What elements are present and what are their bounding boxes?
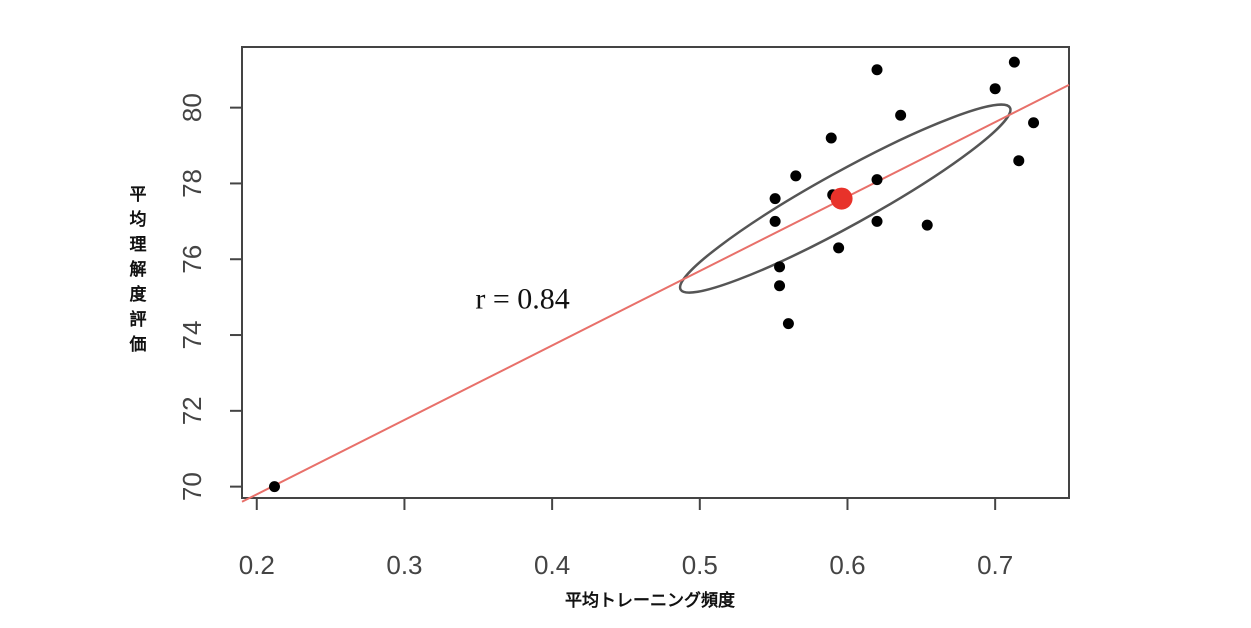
data-point bbox=[782, 318, 794, 330]
y-tick-label: 74 bbox=[177, 321, 207, 350]
data-point bbox=[871, 215, 883, 227]
x-tick-label: 0.2 bbox=[239, 550, 275, 580]
data-point bbox=[774, 280, 786, 292]
x-tick-label: 0.4 bbox=[534, 550, 570, 580]
x-tick-label: 0.7 bbox=[977, 550, 1013, 580]
x-tick-label: 0.6 bbox=[829, 550, 865, 580]
data-point bbox=[1008, 56, 1020, 68]
y-tick-label: 78 bbox=[177, 169, 207, 198]
regression-line bbox=[241, 84, 1070, 503]
x-axis-title: 平均トレーニング頻度 bbox=[565, 590, 736, 611]
y-tick-label: 80 bbox=[177, 93, 207, 122]
y-axis: 70 72 74 76 78 80 bbox=[177, 93, 242, 501]
data-point bbox=[1013, 155, 1025, 167]
regression-line-layer bbox=[241, 84, 1070, 503]
data-point bbox=[895, 109, 907, 121]
data-point bbox=[1028, 117, 1040, 129]
y-tick-label: 70 bbox=[177, 472, 207, 501]
data-point bbox=[833, 242, 845, 254]
y-tick-label: 76 bbox=[177, 245, 207, 274]
data-point bbox=[769, 193, 781, 205]
data-point bbox=[989, 83, 1001, 95]
confidence-ellipse bbox=[678, 103, 1012, 294]
confidence-ellipse-layer bbox=[678, 103, 1012, 294]
x-tick-label: 0.5 bbox=[682, 550, 718, 580]
data-point bbox=[790, 170, 802, 182]
x-tick-label: 0.3 bbox=[386, 550, 422, 580]
x-axis: 0.2 0.3 0.4 0.5 0.6 0.7 bbox=[239, 498, 1013, 580]
data-point bbox=[871, 174, 883, 186]
data-point bbox=[921, 219, 933, 231]
data-point bbox=[268, 481, 280, 493]
y-tick-label: 72 bbox=[177, 396, 207, 425]
data-points-layer bbox=[268, 56, 1040, 493]
data-point bbox=[871, 64, 883, 76]
correlation-annotation: r = 0.84 bbox=[475, 283, 569, 316]
mean-point bbox=[830, 187, 853, 210]
data-point bbox=[769, 215, 781, 227]
data-point bbox=[774, 261, 786, 273]
data-point bbox=[825, 132, 837, 144]
y-axis-title: 平均理解度評価 bbox=[129, 185, 148, 355]
plot-frame bbox=[241, 46, 1070, 499]
